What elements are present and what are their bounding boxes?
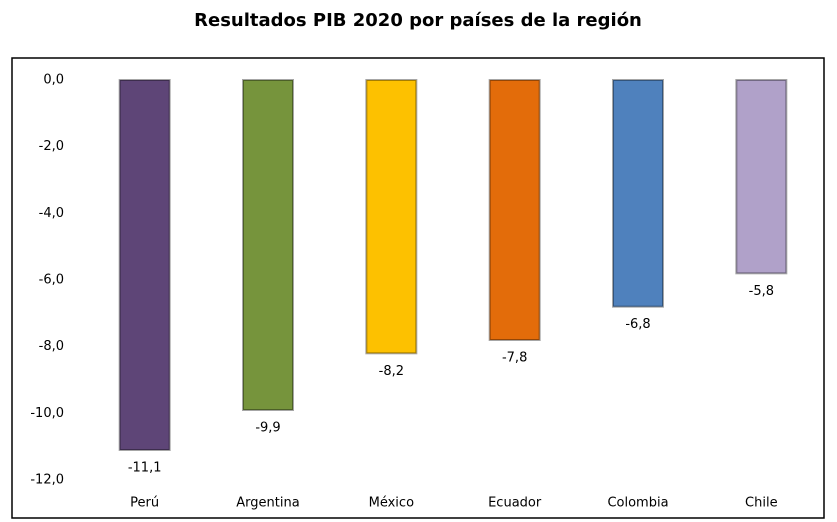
x-tick-label: Colombia [607,496,668,511]
bar [118,79,171,451]
y-tick-label: -8,0 [39,339,64,354]
value-label: -5,8 [749,284,774,299]
y-tick-label: -10,0 [30,406,64,421]
value-label: -8,2 [379,364,404,379]
x-tick-label: Perú [130,496,159,511]
x-tick-label: Chile [745,496,778,511]
value-label: -11,1 [128,461,162,476]
bar [488,79,541,341]
y-tick-label: -2,0 [39,139,64,154]
value-label: -9,9 [255,421,280,436]
y-tick-label: -12,0 [30,473,64,488]
x-tick-label: Ecuador [488,496,542,511]
bar [612,79,664,308]
value-label: -6,8 [625,317,650,332]
bar [735,79,788,275]
y-tick-label: -6,0 [39,273,64,288]
value-label: -7,8 [502,351,527,366]
x-tick-label: México [369,496,414,511]
bar [242,79,294,411]
chart-title: Resultados PIB 2020 por países de la reg… [194,10,642,31]
x-tick-label: Argentina [236,496,299,511]
bar [365,79,418,355]
y-tick-label: 0,0 [43,73,64,88]
y-tick-label: -4,0 [39,206,64,221]
